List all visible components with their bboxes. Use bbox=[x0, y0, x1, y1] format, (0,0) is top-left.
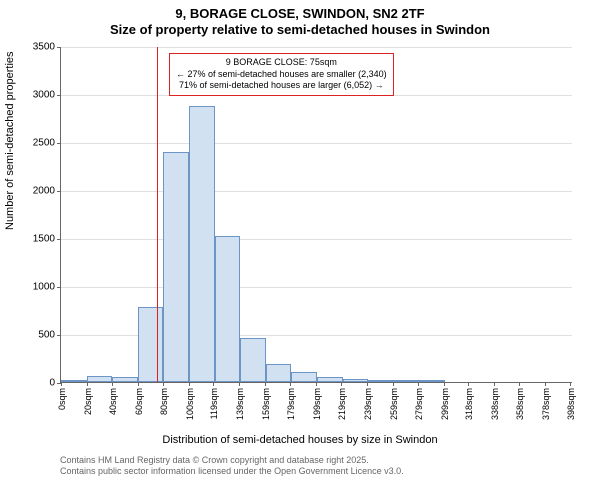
x-tick-mark bbox=[519, 382, 520, 386]
attribution-line1: Contains HM Land Registry data © Crown c… bbox=[60, 455, 404, 467]
x-tick-label: 318sqm bbox=[462, 388, 474, 420]
x-tick-mark bbox=[87, 382, 88, 386]
x-tick-label: 259sqm bbox=[387, 388, 399, 420]
attribution-line2: Contains public sector information licen… bbox=[60, 466, 404, 478]
histogram-bar bbox=[419, 380, 445, 382]
x-tick-label: 199sqm bbox=[310, 388, 322, 420]
histogram-bar bbox=[240, 338, 266, 382]
callout-line: ← 27% of semi-detached houses are smalle… bbox=[176, 69, 387, 81]
x-tick-mark bbox=[213, 382, 214, 386]
x-tick-label: 0sqm bbox=[55, 388, 67, 410]
chart-container: 9, BORAGE CLOSE, SWINDON, SN2 2TF Size o… bbox=[0, 0, 600, 500]
x-axis-label: Distribution of semi-detached houses by … bbox=[0, 434, 600, 446]
y-tick-mark bbox=[57, 287, 61, 288]
x-tick-mark bbox=[189, 382, 190, 386]
x-tick-mark bbox=[163, 382, 164, 386]
x-tick-mark bbox=[444, 382, 445, 386]
gridline bbox=[61, 287, 572, 288]
y-tick-mark bbox=[57, 239, 61, 240]
gridline bbox=[61, 143, 572, 144]
histogram-bar bbox=[317, 377, 343, 382]
x-tick-label: 60sqm bbox=[132, 388, 144, 415]
x-tick-mark bbox=[138, 382, 139, 386]
callout-line: 9 BORAGE CLOSE: 75sqm bbox=[176, 57, 387, 69]
histogram-bar bbox=[291, 372, 317, 382]
x-tick-mark bbox=[545, 382, 546, 386]
x-tick-mark bbox=[393, 382, 394, 386]
x-tick-mark bbox=[418, 382, 419, 386]
callout-line: 71% of semi-detached houses are larger (… bbox=[176, 80, 387, 92]
x-tick-mark bbox=[112, 382, 113, 386]
gridline bbox=[61, 191, 572, 192]
y-tick-mark bbox=[57, 47, 61, 48]
histogram-bar bbox=[266, 364, 292, 382]
x-tick-label: 119sqm bbox=[207, 388, 219, 419]
chart-title-line2: Size of property relative to semi-detach… bbox=[0, 22, 600, 37]
y-axis-label: Number of semi-detached properties bbox=[4, 51, 16, 230]
histogram-bar bbox=[87, 376, 113, 382]
x-tick-label: 239sqm bbox=[361, 388, 373, 420]
histogram-bar bbox=[394, 380, 420, 382]
attribution-text: Contains HM Land Registry data © Crown c… bbox=[60, 455, 404, 478]
chart-title-line1: 9, BORAGE CLOSE, SWINDON, SN2 2TF bbox=[0, 6, 600, 21]
x-tick-label: 378sqm bbox=[539, 388, 551, 420]
y-tick-mark bbox=[57, 143, 61, 144]
x-tick-mark bbox=[239, 382, 240, 386]
x-tick-label: 80sqm bbox=[157, 388, 169, 415]
x-tick-label: 20sqm bbox=[81, 388, 93, 415]
x-tick-label: 139sqm bbox=[233, 388, 245, 420]
x-tick-mark bbox=[316, 382, 317, 386]
x-tick-label: 299sqm bbox=[438, 388, 450, 420]
gridline bbox=[61, 47, 572, 48]
y-tick-mark bbox=[57, 191, 61, 192]
x-tick-mark bbox=[367, 382, 368, 386]
x-tick-mark bbox=[265, 382, 266, 386]
histogram-bar bbox=[138, 307, 164, 382]
plot-area: 05001000150020002500300035000sqm20sqm40s… bbox=[60, 47, 572, 383]
x-tick-label: 279sqm bbox=[412, 388, 424, 420]
histogram-bar bbox=[163, 152, 189, 382]
x-tick-label: 159sqm bbox=[259, 388, 271, 420]
histogram-bar bbox=[61, 380, 87, 382]
histogram-bar bbox=[189, 106, 215, 382]
x-tick-mark bbox=[290, 382, 291, 386]
y-tick-mark bbox=[57, 335, 61, 336]
gridline bbox=[61, 239, 572, 240]
x-tick-mark bbox=[494, 382, 495, 386]
y-tick-mark bbox=[57, 95, 61, 96]
property-marker-line bbox=[157, 47, 158, 382]
x-tick-label: 358sqm bbox=[513, 388, 525, 420]
x-tick-label: 40sqm bbox=[106, 388, 118, 415]
x-tick-label: 100sqm bbox=[183, 388, 195, 420]
histogram-bar bbox=[368, 380, 394, 382]
x-tick-mark bbox=[570, 382, 571, 386]
x-tick-label: 398sqm bbox=[564, 388, 576, 420]
histogram-bar bbox=[215, 236, 241, 382]
histogram-bar bbox=[343, 379, 369, 382]
x-tick-label: 338sqm bbox=[488, 388, 500, 420]
x-tick-mark bbox=[341, 382, 342, 386]
x-tick-label: 179sqm bbox=[284, 388, 296, 420]
x-tick-mark bbox=[61, 382, 62, 386]
histogram-bar bbox=[112, 377, 138, 382]
property-callout: 9 BORAGE CLOSE: 75sqm← 27% of semi-detac… bbox=[169, 53, 394, 96]
x-tick-mark bbox=[468, 382, 469, 386]
x-tick-label: 219sqm bbox=[335, 388, 347, 420]
